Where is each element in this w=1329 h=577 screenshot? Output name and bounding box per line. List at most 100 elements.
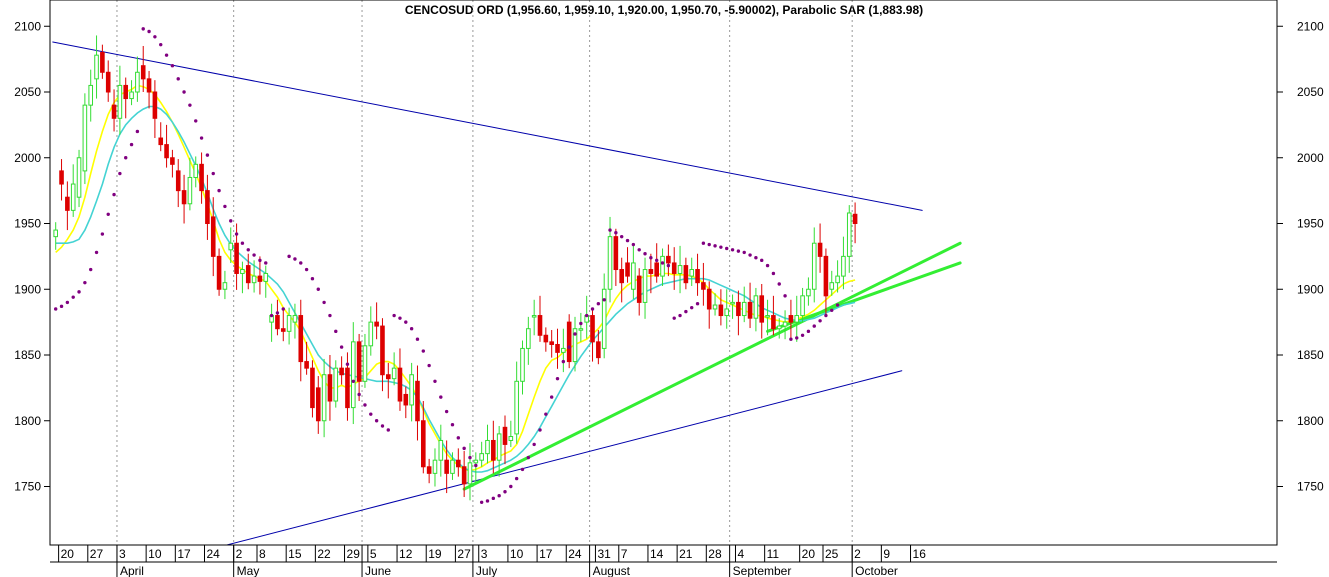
candle-body-up (321, 374, 327, 422)
sar-dot (690, 305, 694, 310)
candle-body-up (677, 265, 683, 274)
candle (315, 376, 321, 434)
sar-dot (404, 320, 408, 324)
sar-dot (153, 35, 157, 39)
sar-dot (124, 156, 128, 160)
candle (286, 307, 292, 345)
candle-body-down (199, 163, 204, 192)
sar-dot (549, 395, 554, 399)
candle (327, 355, 333, 421)
candle (269, 303, 274, 342)
candle (240, 261, 245, 294)
candle-body-down (555, 343, 560, 353)
day-tick-label: 31 (597, 547, 611, 561)
sar-dot (789, 337, 793, 341)
candle-body-down (385, 374, 391, 380)
chart-title: CENCOSUD ORD (1,956.60, 1,959.10, 1,920.… (405, 3, 923, 17)
candle-body-up (811, 242, 817, 290)
y-tick-label: 1850 (14, 348, 41, 362)
candle (251, 260, 257, 293)
candle (426, 458, 432, 484)
sar-dot (54, 307, 58, 311)
day-tick-label: 22 (317, 547, 331, 561)
candle-body-down (491, 439, 496, 461)
candle (421, 401, 426, 474)
candle (677, 245, 683, 294)
candle (146, 70, 152, 109)
sar-dot (835, 303, 840, 307)
gridlines (116, 0, 853, 545)
candle-body-down (771, 315, 776, 330)
y-tick-label-right: 1750 (1297, 480, 1324, 494)
day-tick-label: 2 (236, 547, 243, 561)
candle-body-up (473, 459, 479, 464)
day-tick-label: 25 (825, 547, 839, 561)
candle (450, 452, 455, 480)
sar-dot (89, 267, 93, 272)
candle (403, 386, 409, 419)
candle-body-down (403, 393, 409, 406)
month-tick-label: October (855, 564, 898, 577)
candle-body-up (438, 439, 444, 461)
candle-body-down (852, 213, 858, 224)
candle-body-up (607, 236, 613, 290)
candle (841, 236, 846, 290)
candle-body-down (257, 275, 263, 282)
day-tick-label: 5 (370, 547, 377, 561)
sar-dot (217, 188, 221, 193)
candle (82, 93, 88, 185)
candle-body-down (123, 84, 129, 100)
candle (444, 440, 449, 494)
candle-body-down (146, 78, 152, 93)
candle (526, 316, 531, 365)
sar-dot (742, 250, 746, 255)
candle-body-up (829, 282, 835, 290)
candle (596, 330, 601, 365)
candle-body-up (432, 459, 438, 474)
candle-body-up (724, 308, 730, 317)
candle-body-down (100, 52, 105, 73)
candle (724, 289, 730, 329)
sar-dot (824, 313, 828, 318)
candle-body-down (111, 104, 117, 119)
day-tick-label: 2 (854, 547, 861, 561)
candle (741, 286, 747, 323)
candle (566, 314, 572, 369)
candle (654, 243, 660, 283)
sar-dot (444, 409, 449, 414)
day-tick-label: 24 (206, 547, 220, 561)
sar-dot (777, 282, 781, 286)
sar-dot (631, 242, 636, 247)
candle-body-up (82, 104, 88, 172)
y-tick-label-right: 2000 (1297, 151, 1324, 165)
candle-body-down (315, 387, 321, 422)
sar-dot (672, 316, 676, 320)
candle-body-down (701, 282, 706, 290)
parabolic-sar-dots (54, 27, 840, 504)
candle (718, 289, 724, 326)
candle-body-up (660, 255, 665, 277)
candle-body-up (806, 288, 811, 297)
sar-dot (246, 248, 250, 252)
candle-body-up (520, 347, 525, 382)
candle (514, 361, 519, 444)
sar-dot (386, 428, 390, 432)
sar-dot (684, 309, 688, 314)
candle-body-up (730, 301, 735, 305)
moving-averages (55, 84, 856, 473)
sar-dot (503, 490, 507, 494)
sar-dot (830, 308, 834, 312)
sar-dot (328, 313, 332, 318)
sar-dot (118, 171, 122, 176)
candle-body-down (666, 255, 671, 264)
candle (70, 164, 76, 217)
sar-dot (392, 313, 396, 318)
sar-dot (182, 90, 186, 94)
candle (683, 257, 689, 290)
candle-body-down (636, 275, 642, 303)
candle (105, 60, 111, 102)
trendlines (52, 41, 962, 545)
y-tick-label-right: 1800 (1297, 414, 1324, 428)
candle-body-up (835, 275, 840, 284)
candle (111, 89, 117, 132)
